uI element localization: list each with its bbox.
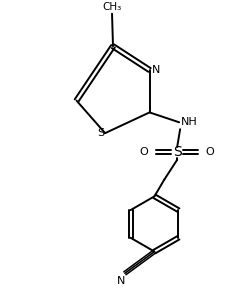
Text: O: O: [205, 147, 214, 157]
Text: S: S: [96, 128, 104, 138]
Text: S: S: [172, 145, 181, 159]
Text: N: N: [116, 276, 125, 286]
Text: NH: NH: [180, 117, 197, 127]
Text: N: N: [151, 65, 159, 75]
Text: CH₃: CH₃: [102, 2, 121, 12]
Text: O: O: [139, 147, 148, 157]
